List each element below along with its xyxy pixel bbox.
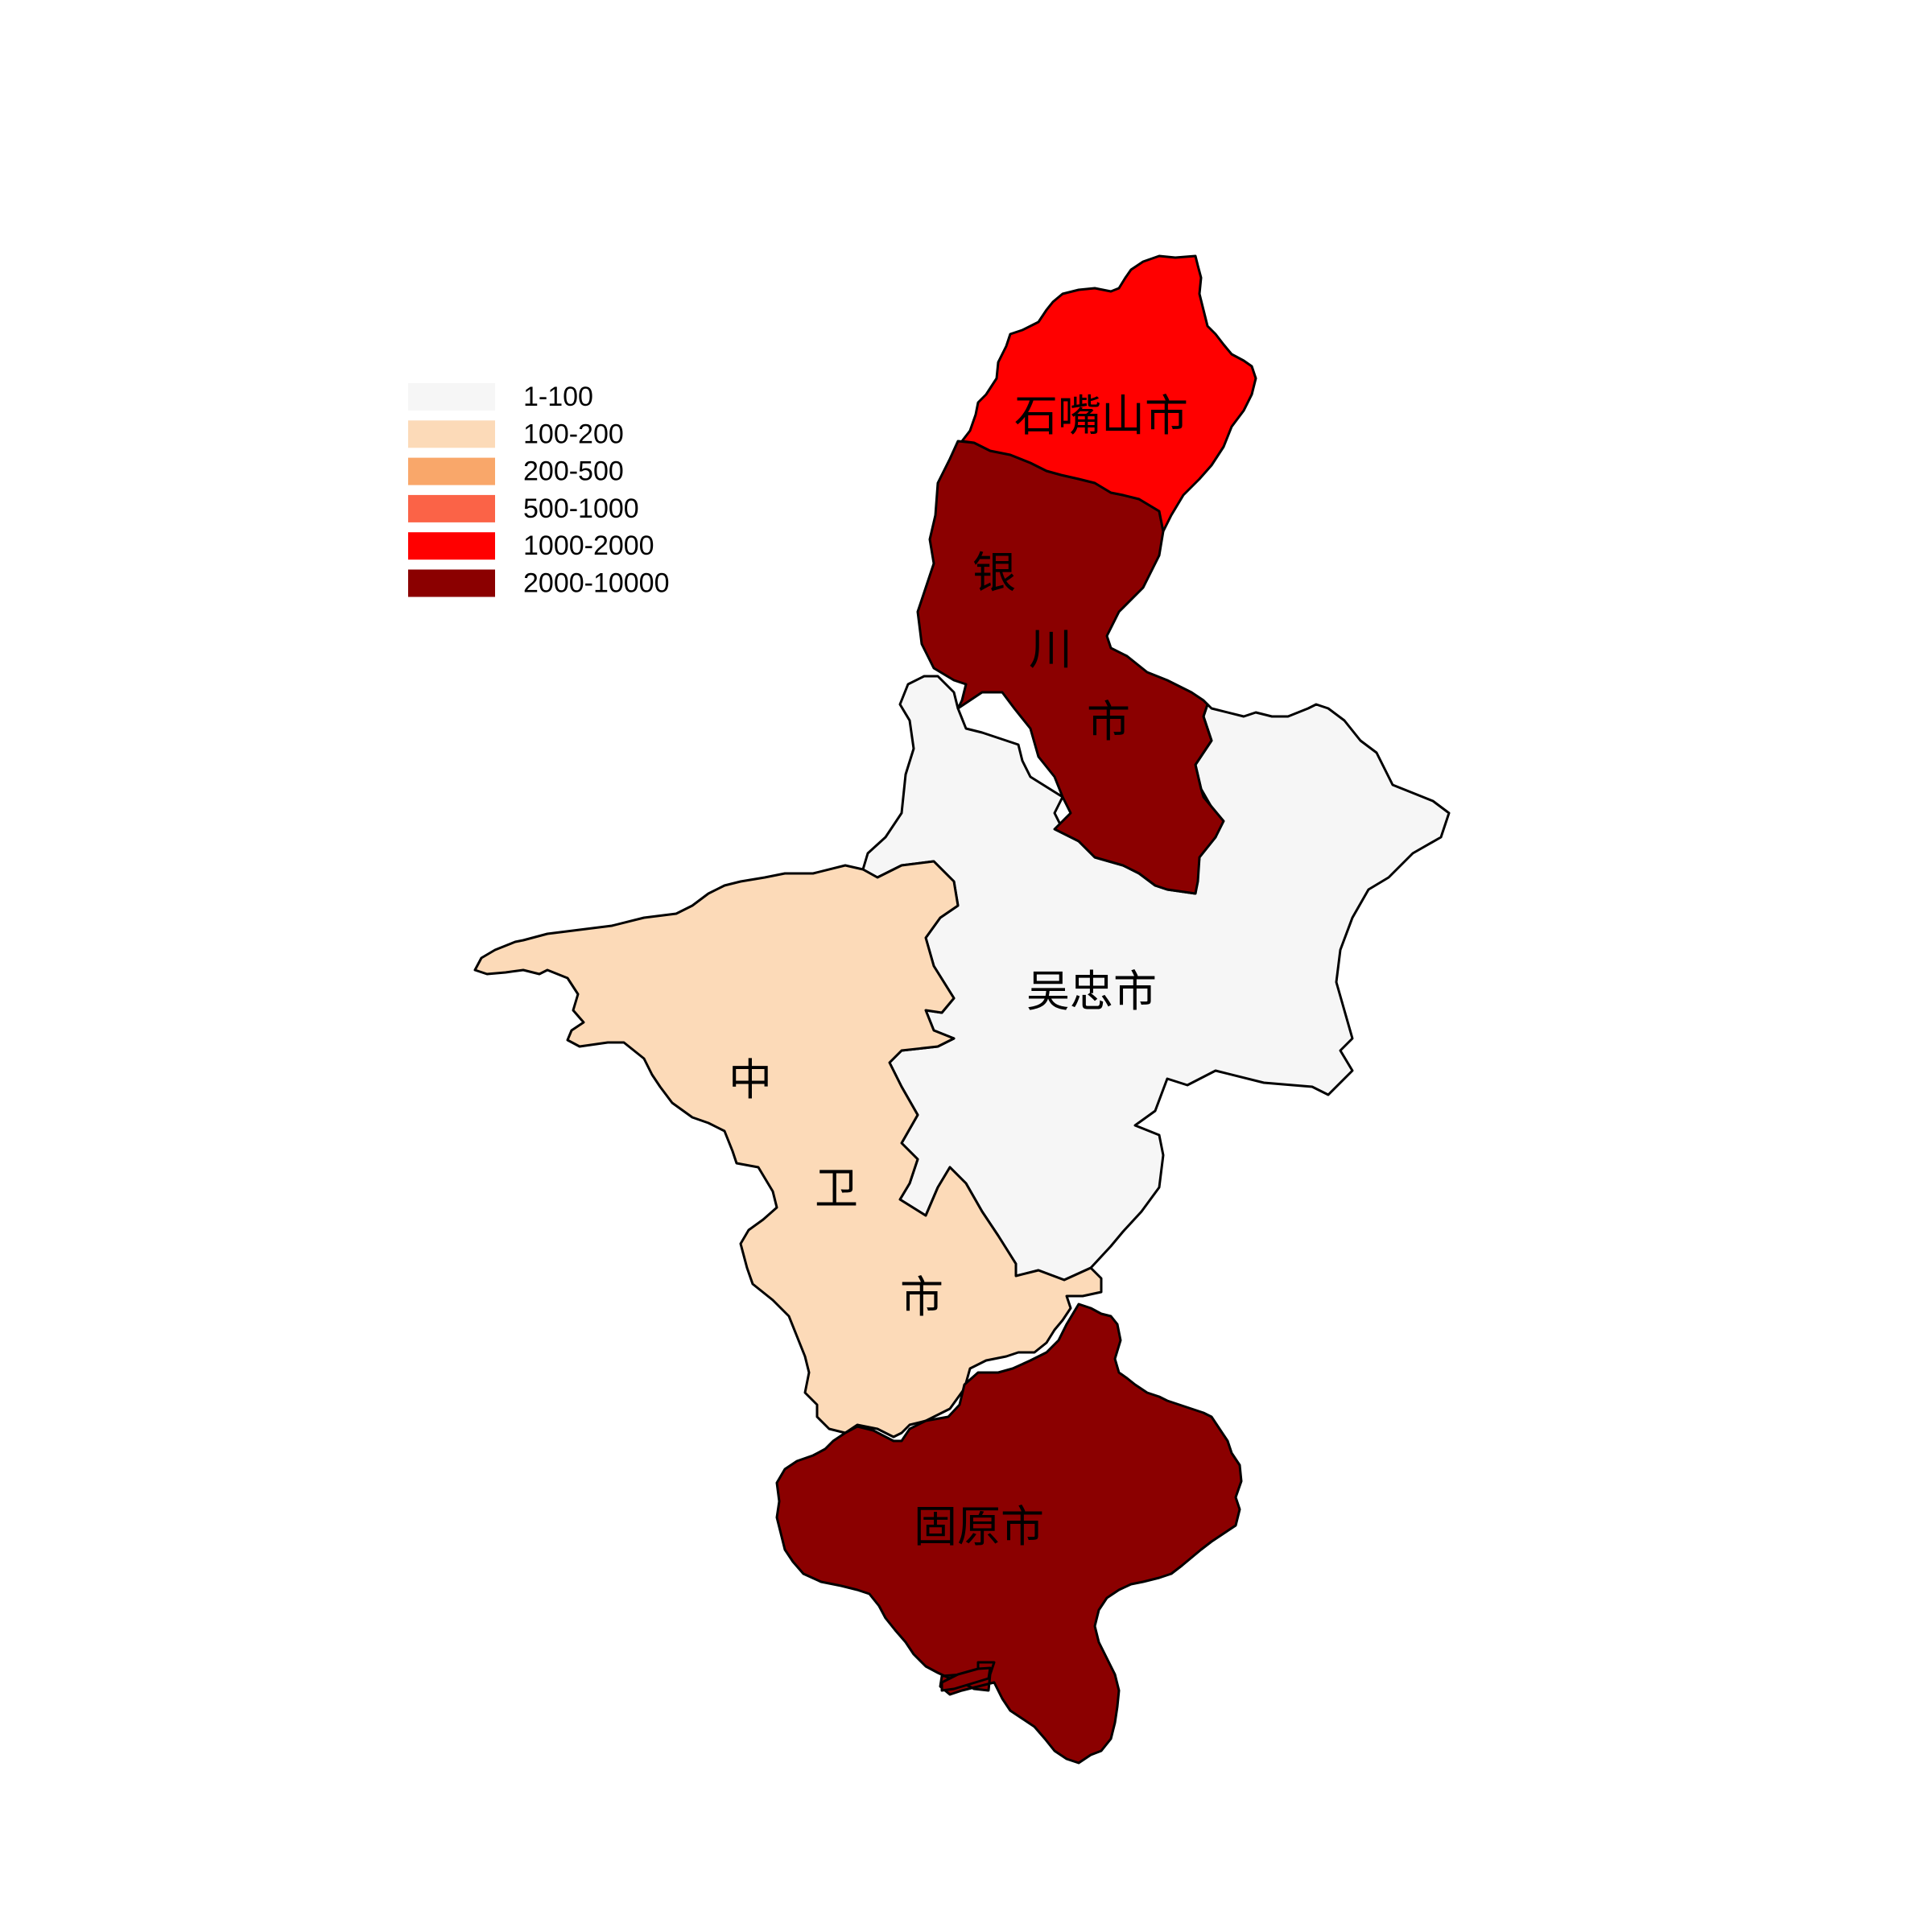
label-guyuan: 固原市 xyxy=(914,1501,1044,1552)
legend-label: 500-1000 xyxy=(523,493,639,524)
region-labels: 石嘴山市 银 川 市 吴忠市 中 卫 市 固原市 xyxy=(729,390,1188,1552)
legend-label: 200-500 xyxy=(523,456,624,487)
legend-swatch xyxy=(408,569,495,597)
legend-label: 1000-2000 xyxy=(523,530,654,561)
region-guyuan[interactable] xyxy=(775,1302,1243,1765)
region-guyuan-exclave xyxy=(940,1666,992,1692)
legend-swatch xyxy=(408,532,495,560)
legend-label: 100-200 xyxy=(523,419,624,449)
legend-swatch xyxy=(408,494,495,522)
legend-label: 1-100 xyxy=(523,382,593,412)
label-yinchuan-char-1: 银 xyxy=(972,547,1016,598)
label-wuzhong: 吴忠市 xyxy=(1026,966,1157,1017)
label-zhongwei-char-2: 卫 xyxy=(815,1163,858,1214)
label-yinchuan-char-3: 市 xyxy=(1087,696,1130,747)
label-zhongwei-char-3: 市 xyxy=(900,1272,943,1323)
legend-label: 2000-10000 xyxy=(523,568,670,599)
legend: 1-100 100-200 200-500 500-1000 1000-2000 2000… xyxy=(408,382,670,599)
legend-swatch xyxy=(408,457,495,485)
legend-swatch xyxy=(408,420,495,448)
label-yinchuan-char-2: 川 xyxy=(1029,624,1072,675)
label-shizuishan: 石嘴山市 xyxy=(1014,390,1188,441)
region-zhongwei[interactable] xyxy=(473,860,1103,1439)
legend-swatch xyxy=(408,383,495,411)
region-shizuishan[interactable] xyxy=(960,254,1257,533)
label-zhongwei-char-1: 中 xyxy=(729,1055,772,1105)
